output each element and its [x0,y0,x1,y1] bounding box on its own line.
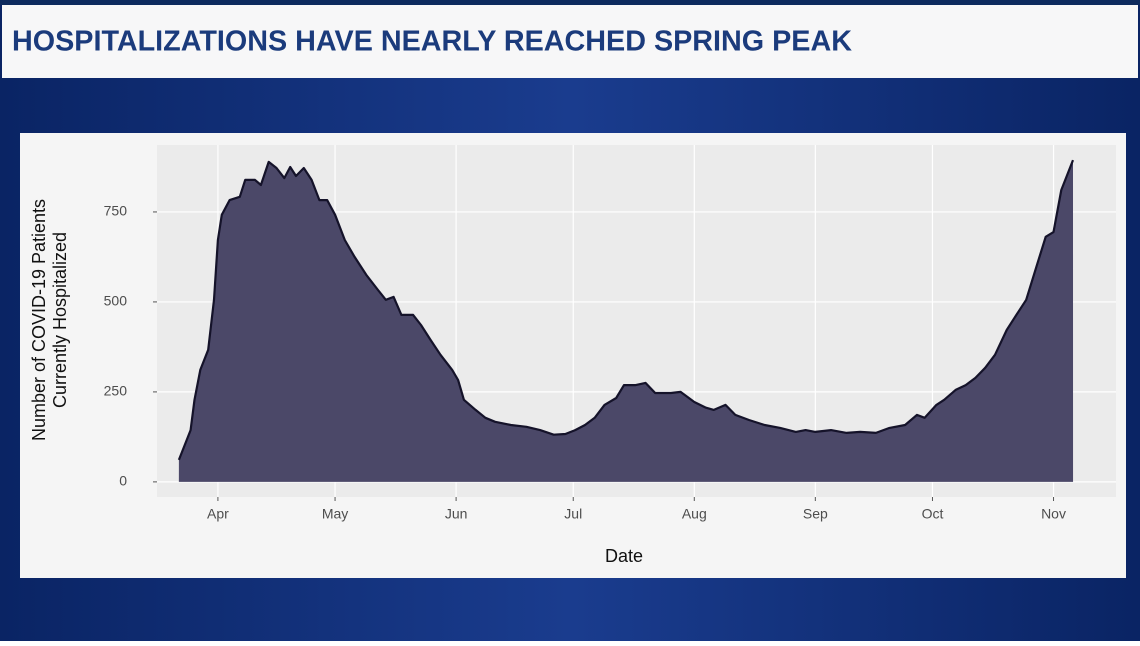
area [178,160,1074,482]
x-tick-label: Aug [682,506,707,522]
x-tick-label: May [322,506,348,522]
title-bar [2,5,1138,78]
top-strip [0,0,1140,5]
marks [177,159,1075,482]
y-tick-label: 0 [119,473,127,489]
x-tick-label: Nov [1041,506,1066,522]
y-tick-label: 250 [104,383,128,399]
y-tick-label: 500 [104,293,128,309]
x-tick-label: Apr [207,506,229,522]
y-axis-title: Number of COVID-19 Patients [29,199,49,441]
x-tick-label: Jun [445,506,468,522]
x-tick-label: Sep [803,506,828,522]
x-tick-label: Jul [564,506,582,522]
x-tick-label: Oct [922,506,944,522]
x-axis-title: Date [605,546,643,566]
y-tick-label: 750 [104,203,128,219]
line [177,159,1075,461]
y-axis-title: Currently Hospitalized [50,232,70,408]
chart-title: HOSPITALIZATIONS HAVE NEARLY REACHED SPR… [12,26,852,58]
